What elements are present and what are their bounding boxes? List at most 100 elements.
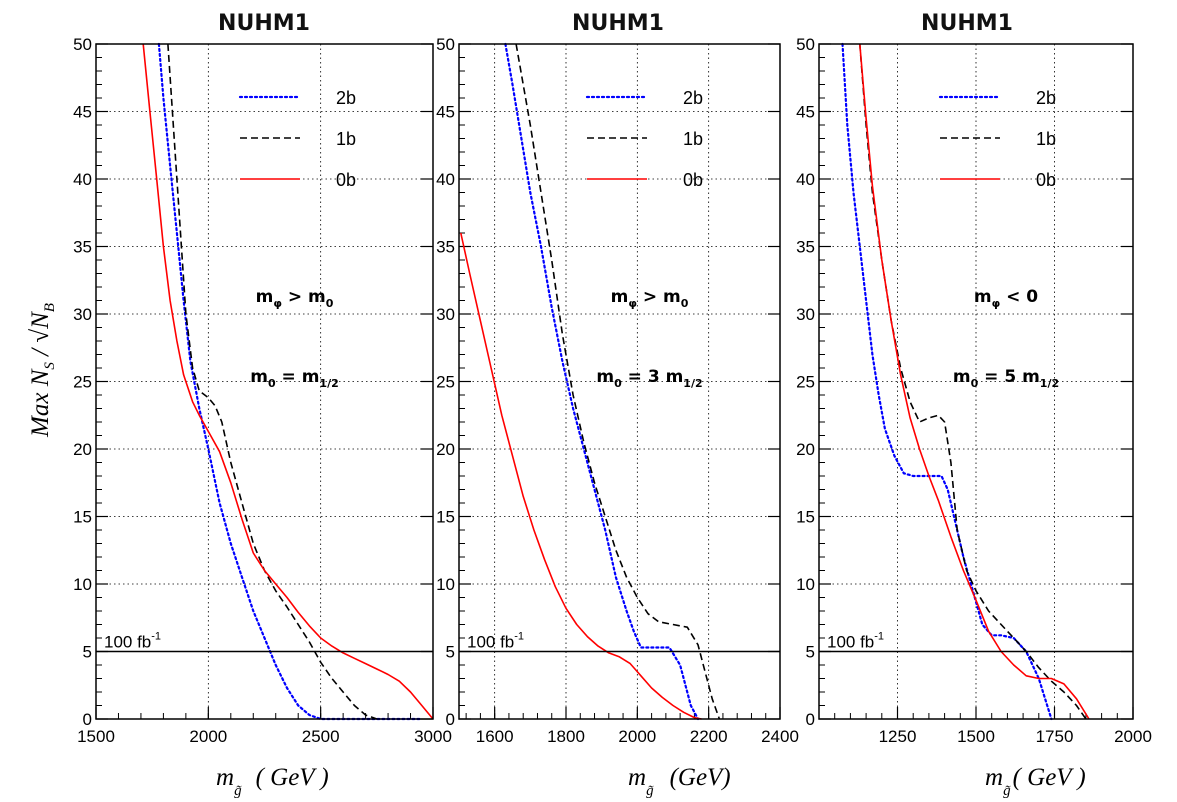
panel-2-refline: 100 fb-1 (459, 631, 780, 653)
legend-label-2b: 2b (683, 88, 703, 108)
annotation2-lead: m (250, 367, 268, 387)
annotation2-lead-sub: 0 (614, 377, 622, 390)
panel-1-annotation: mφ > m0 (256, 287, 334, 310)
y-tick-label: 5 (446, 643, 455, 662)
y-tick-label: 20 (73, 440, 92, 459)
panel-2-title: NUHM1 (572, 11, 664, 36)
annotation-lead: m (611, 287, 629, 307)
x-tick-label: 1250 (879, 727, 917, 746)
annotation2-lead: m (953, 367, 971, 387)
panel-3-frame (818, 43, 1134, 720)
legend-label-2b: 2b (1036, 88, 1056, 108)
panel-1-refline: 100 fb-1 (96, 631, 433, 653)
x-axis-title-2: mg̃ (GeV) (628, 764, 731, 799)
panel-1-frame (95, 43, 434, 720)
y-axis-title-mid: / √N (27, 311, 54, 362)
annotation2-rest: = 3 m (622, 367, 684, 387)
y-tick-label: 50 (796, 35, 815, 54)
panel-3-annotation: mφ < 0 (974, 287, 1038, 310)
y-tick-label: 15 (796, 508, 815, 527)
annotation-rest-sub: 0 (326, 297, 334, 310)
annotation-rest: < 0 (1000, 287, 1038, 307)
y-tick-label: 5 (806, 643, 815, 662)
x-axis-title-2-sub: g̃ (646, 783, 654, 799)
y-tick-label: 20 (796, 440, 815, 459)
annotation2-rest-sub: 1/2 (319, 377, 338, 390)
y-tick-label: 30 (436, 305, 455, 324)
y-tick-label: 50 (73, 35, 92, 54)
legend-label-1b: 1b (336, 129, 356, 149)
panel-3-annotation: mφ < 0m0 = 5 m1/2 (953, 287, 1059, 390)
legend-label-0b: 0b (1036, 170, 1056, 190)
x-axis-title-1-m: m (216, 764, 234, 791)
x-tick-label: 2000 (189, 727, 227, 746)
annotation2-rest-sub: 1/2 (683, 377, 702, 390)
reference-line-label: 100 fb-1 (467, 631, 524, 652)
annotation-lead-sub: φ (628, 297, 637, 310)
y-tick-label: 40 (73, 170, 92, 189)
y-axis-title-lead: Max N (27, 368, 54, 438)
reference-line-label-sup: -1 (874, 631, 884, 643)
reference-line-label: 100 fb-1 (104, 631, 161, 652)
panel-3-annotation2: m0 = 5 m1/2 (953, 367, 1059, 390)
annotation-lead-sub: φ (273, 297, 282, 310)
y-tick-label: 35 (436, 238, 455, 257)
x-axis-title-1-gev: ( GeV ) (256, 764, 329, 791)
annotation2-rest: = 5 m (978, 367, 1040, 387)
y-tick-label: 30 (796, 305, 815, 324)
panel-2-frame (458, 43, 781, 720)
reference-line-label-text: 100 fb (104, 633, 151, 652)
x-axis-title-3-sub: g̃ (1003, 783, 1011, 799)
reference-line-label-sup: -1 (151, 631, 161, 643)
annotation-rest: > m (282, 287, 326, 307)
series-line-2b (841, 42, 1053, 721)
y-tick-label: 15 (436, 508, 455, 527)
x-tick-label: 1750 (1036, 727, 1074, 746)
y-tick-label: 10 (796, 575, 815, 594)
panel-1-annotation: mφ > m0 m 0 = m1/2 (250, 287, 339, 390)
annotation2-rest: = m (276, 367, 320, 387)
y-tick-label: 0 (446, 710, 455, 729)
x-axis-title-3-gev: ( GeV ) (1013, 764, 1086, 791)
panel-3-series (841, 42, 1090, 721)
y-tick-label: 25 (436, 373, 455, 392)
y-tick-label: 10 (436, 575, 455, 594)
series-line-0b (460, 232, 702, 720)
y-tick-label: 30 (73, 305, 92, 324)
y-axis-title-sub-b: B (42, 303, 58, 312)
legend-label-2b: 2b (336, 88, 356, 108)
x-tick-label: 2000 (1114, 727, 1152, 746)
reference-line-label: 100 fb-1 (827, 631, 884, 652)
y-axis-title-sub-s: S (42, 362, 58, 370)
panel-1-title: NUHM1 (218, 11, 310, 36)
series-line-0b (142, 43, 434, 720)
series-line-1b (515, 43, 721, 720)
x-tick-label: 1500 (957, 727, 995, 746)
x-axis-title-3-m: m (985, 764, 1003, 791)
y-tick-label: 0 (83, 710, 92, 729)
reference-line-label-sup: -1 (514, 631, 524, 643)
y-tick-label: 35 (73, 238, 92, 257)
y-tick-label: 45 (436, 103, 455, 122)
x-axis-title-2-gev: (GeV) (670, 764, 731, 791)
panel-3: NUHM1 0 5 10 15 20 25 30 35 40 45 50 1250 1500 1750 20… (796, 11, 1152, 746)
annotation2-rest-sub: 1/2 (1040, 377, 1059, 390)
legend-label-0b: 0b (683, 170, 703, 190)
x-tick-label: 2000 (618, 727, 656, 746)
y-tick-label: 35 (796, 238, 815, 257)
panel-1-legend: 2b 1b 0b (238, 88, 356, 190)
y-tick-label: 45 (796, 103, 815, 122)
x-axis-title-1: mg̃ ( GeV ) (216, 764, 329, 799)
y-tick-label: 50 (436, 35, 455, 54)
panel-3-legend: 2b 1b 0b (938, 88, 1056, 190)
panel-1-annotation2: m0 = m1/2 (250, 367, 339, 390)
x-axis-title-2-m: m (628, 764, 646, 791)
x-tick-label: 1600 (476, 727, 514, 746)
x-tick-label: 2200 (690, 727, 728, 746)
y-axis-title: Max NS / √NB (27, 303, 58, 438)
reference-line-label-text: 100 fb (827, 633, 874, 652)
legend-label-0b: 0b (336, 170, 356, 190)
panel-3-title: NUHM1 (921, 11, 1013, 36)
